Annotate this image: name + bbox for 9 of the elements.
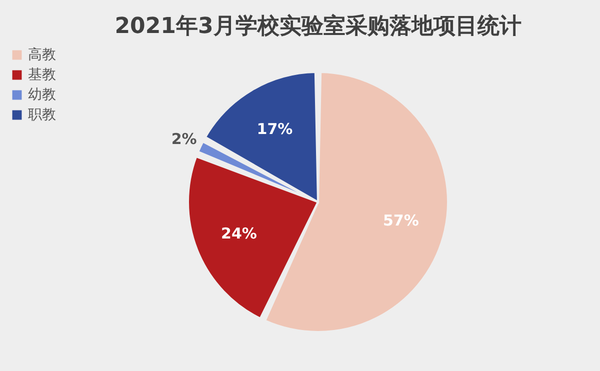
legend-label: 高教 [28, 47, 56, 63]
data-label: 24% [221, 224, 257, 242]
data-label: 17% [256, 120, 293, 138]
data-label: 2% [171, 130, 197, 148]
legend-label: 基教 [28, 67, 56, 83]
legend-label: 幼教 [28, 87, 56, 103]
data-label: 57% [383, 212, 419, 230]
legend-label: 职教 [28, 107, 56, 123]
chart-title: 2021年3月学校实验室采购落地项目统计 [114, 13, 522, 39]
